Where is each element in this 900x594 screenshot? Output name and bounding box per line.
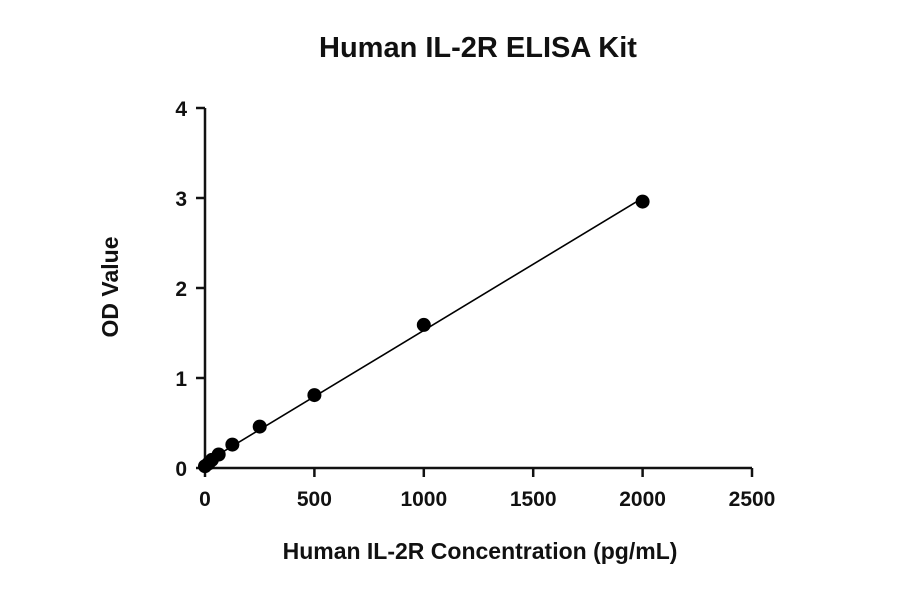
data-point — [635, 194, 650, 209]
axes: 0 500 1000 1500 2000 2500 0 1 2 3 4 — [175, 98, 775, 511]
data-point — [225, 437, 240, 452]
data-point — [307, 388, 322, 403]
data-point — [211, 447, 226, 462]
y-tick-label: 1 — [175, 368, 187, 391]
y-tick-label: 2 — [175, 278, 187, 301]
x-tick-label: 0 — [199, 488, 211, 511]
x-tick-label: 2000 — [619, 488, 666, 511]
y-axis-label: OD Value — [97, 237, 123, 338]
x-tick-label: 2500 — [729, 488, 776, 511]
data-point — [252, 419, 267, 434]
data-points — [198, 194, 650, 474]
y-tick-label: 4 — [175, 98, 187, 121]
x-tick-label: 1500 — [510, 488, 557, 511]
x-tick-label: 1000 — [400, 488, 447, 511]
x-axis-label: Human IL-2R Concentration (pg/mL) — [283, 538, 678, 564]
chart-title: Human IL-2R ELISA Kit — [319, 32, 637, 64]
y-tick-label: 3 — [175, 188, 187, 211]
y-tick-label: 0 — [175, 458, 187, 481]
x-tick-label: 500 — [297, 488, 332, 511]
data-point — [416, 317, 431, 332]
